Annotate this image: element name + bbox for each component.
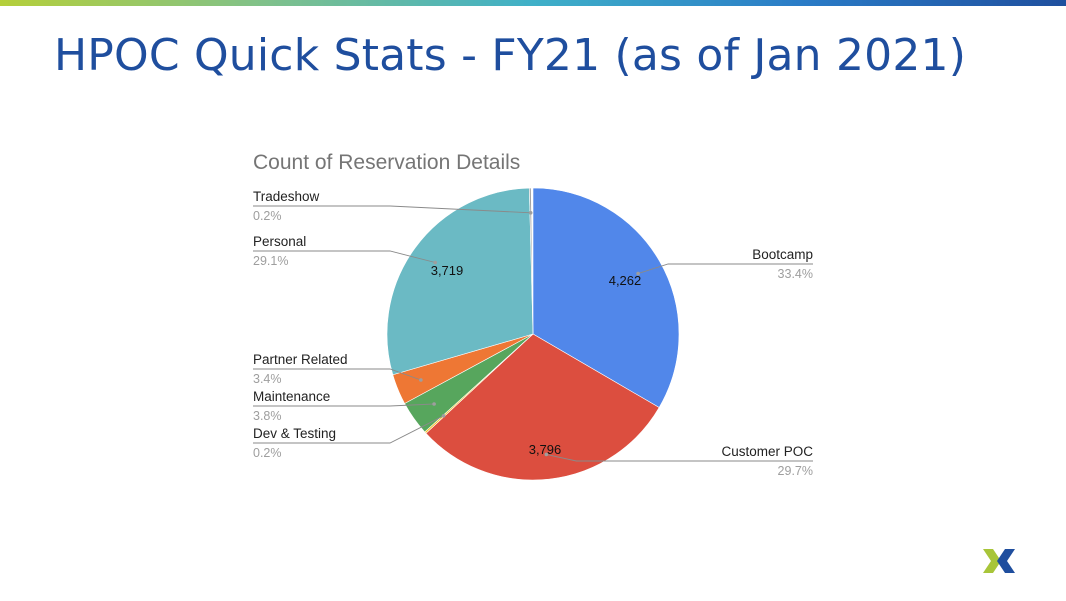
leader-line-customer-poc bbox=[546, 453, 813, 462]
slice-label-maintenance: Maintenance bbox=[253, 389, 330, 404]
leader-line-tradeshow bbox=[253, 205, 531, 214]
slice-label-personal: Personal bbox=[253, 234, 306, 249]
slice-label-dev-testing: Dev & Testing bbox=[253, 426, 336, 441]
slice-percent-dev-testing: 0.2% bbox=[253, 446, 282, 460]
pie-labels: Bootcamp 33.4% 4,262 Customer POC 29.7% 3,796… bbox=[253, 189, 813, 478]
leader-dot-dev-testing bbox=[441, 414, 446, 418]
leader-line-dev-testing bbox=[253, 415, 444, 444]
leader-dot-bootcamp bbox=[636, 271, 640, 276]
slice-percent-maintenance: 3.8% bbox=[253, 409, 282, 423]
chart-title: Count of Reservation Details bbox=[253, 151, 520, 174]
slice-value-bootcamp: 4,262 bbox=[609, 273, 642, 288]
slide-title: HPOC Quick Stats - FY21 (as of Jan 2021) bbox=[54, 30, 967, 81]
leader-line-bootcamp bbox=[637, 263, 813, 275]
pie-slices bbox=[386, 187, 680, 481]
leader-dot-customer-poc bbox=[544, 452, 549, 457]
leader-dot-maintenance bbox=[432, 402, 436, 406]
slice-label-customer-poc: Customer POC bbox=[721, 444, 813, 459]
pie-slice-personal bbox=[386, 187, 534, 376]
slice-percent-partner-related: 3.4% bbox=[253, 372, 282, 386]
slice-percent-bootcamp: 33.4% bbox=[778, 267, 813, 281]
slice-value-customer-poc: 3,796 bbox=[529, 442, 562, 457]
pie-slice-tradeshow bbox=[529, 187, 534, 335]
slice-label-partner-related: Partner Related bbox=[253, 352, 348, 367]
leader-dot-personal bbox=[433, 260, 438, 265]
slice-label-tradeshow: Tradeshow bbox=[253, 189, 320, 204]
slice-value-personal: 3,719 bbox=[431, 263, 464, 278]
top-gradient-bar bbox=[0, 0, 1066, 6]
leader-line-partner-related bbox=[253, 368, 422, 381]
slice-label-bootcamp: Bootcamp bbox=[752, 247, 813, 262]
leader-dot-partner-related bbox=[419, 378, 423, 382]
leader-dot-tradeshow bbox=[528, 211, 533, 215]
slice-percent-personal: 29.1% bbox=[253, 254, 288, 268]
pie-slice-customer-poc bbox=[425, 333, 660, 481]
nutanix-x-logo-icon bbox=[983, 549, 1015, 573]
pie-slice-bootcamp bbox=[532, 187, 680, 408]
slice-percent-customer-poc: 29.7% bbox=[778, 464, 813, 478]
leader-line-personal bbox=[253, 250, 436, 263]
slice-percent-tradeshow: 0.2% bbox=[253, 209, 282, 223]
leader-line-maintenance bbox=[253, 403, 435, 407]
